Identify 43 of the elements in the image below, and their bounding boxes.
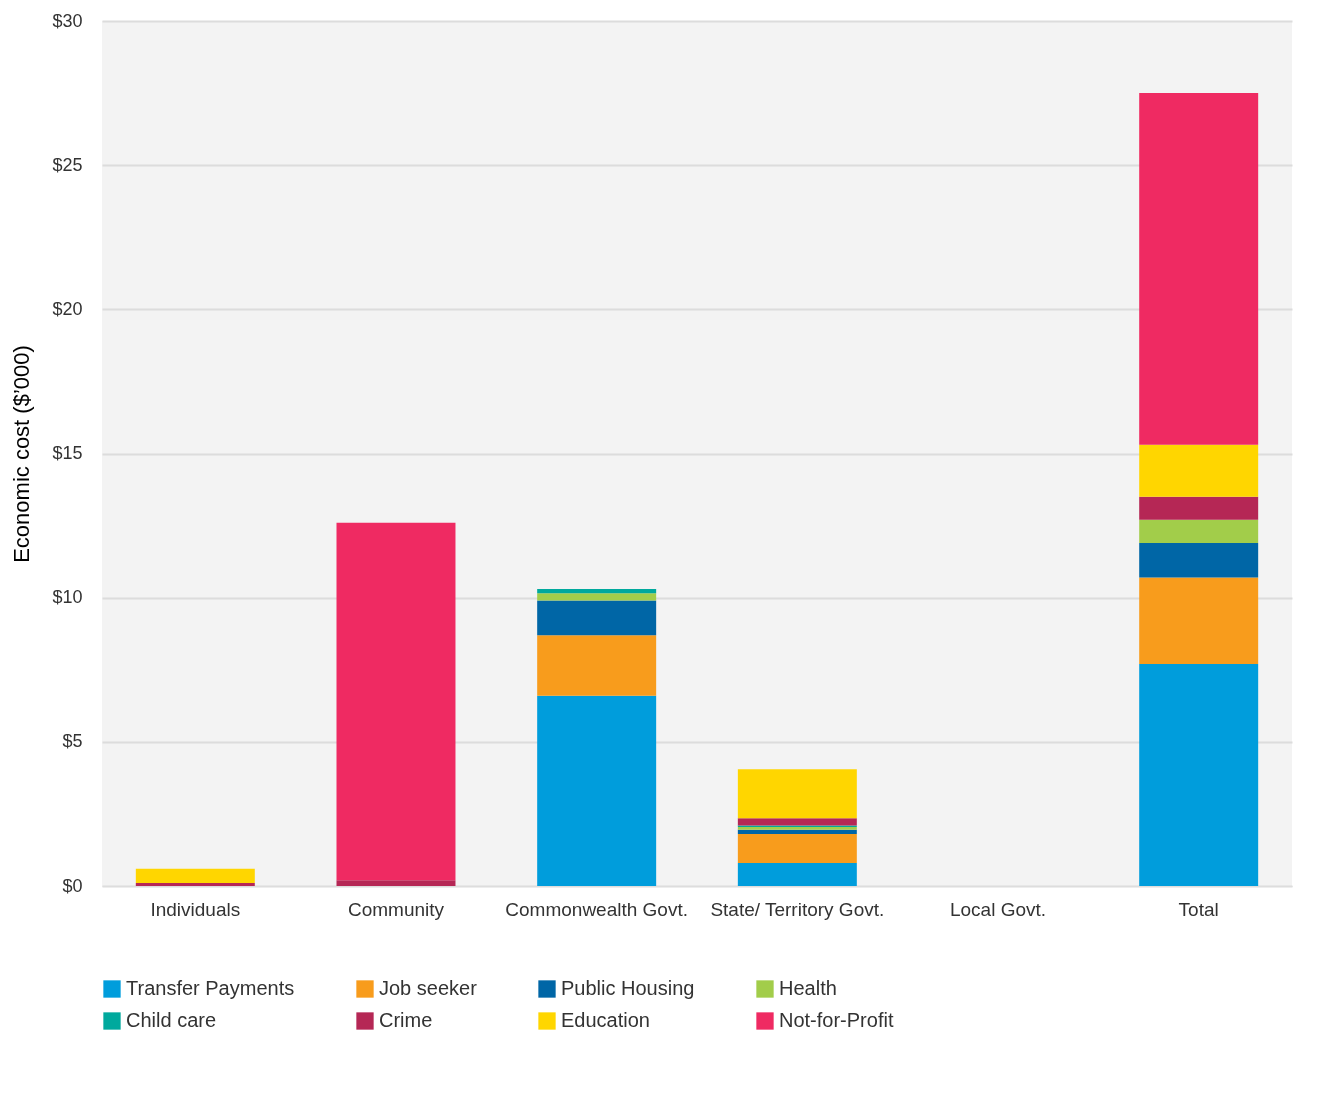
bar (537, 593, 657, 601)
x-tick-label: Local Govt. (949, 898, 1047, 920)
bar (135, 883, 255, 886)
bar (1139, 444, 1259, 497)
legend-label: Education (561, 1009, 650, 1031)
y-axis-title: Economic cost ($’000) (9, 345, 35, 563)
bar (1139, 93, 1259, 445)
bar (1139, 577, 1259, 664)
legend-label: Transfer Payments (126, 977, 295, 999)
y-tick-label: $5 (62, 731, 83, 752)
bar (737, 834, 857, 863)
bar (737, 769, 857, 819)
x-tick-label: Total (1178, 898, 1219, 920)
bar (737, 818, 857, 826)
legend-label: Not-for-Profit (779, 1009, 894, 1031)
legend-label: Crime (379, 1009, 433, 1031)
y-tick-label: $20 (52, 298, 83, 319)
legend-label: Job seeker (379, 977, 478, 999)
y-tick-label: $0 (62, 875, 83, 896)
bar (537, 635, 657, 696)
x-tick-label: Community (347, 898, 445, 920)
bar (1139, 496, 1259, 520)
bar (737, 829, 857, 835)
bar (1139, 663, 1259, 886)
bar (537, 600, 657, 636)
bar (1139, 542, 1259, 578)
bar (537, 695, 657, 886)
bar (336, 522, 456, 881)
bar (537, 589, 657, 594)
x-tick-label: Commonwealth Govt. (505, 898, 689, 920)
y-tick-label: $25 (52, 154, 83, 175)
x-tick-label: Individuals (150, 898, 241, 920)
bar (1139, 519, 1259, 543)
legend-label: Public Housing (561, 977, 695, 999)
y-tick-label: $15 (52, 443, 83, 463)
x-tick-label: State/ Territory Govt. (710, 898, 885, 920)
bar (336, 880, 456, 886)
bar (737, 862, 857, 886)
legend-label: Health (779, 977, 837, 999)
bar (135, 868, 255, 884)
legend-label: Child care (126, 1009, 217, 1031)
y-tick-label: $30 (52, 10, 83, 31)
y-tick-label: $10 (52, 587, 83, 608)
